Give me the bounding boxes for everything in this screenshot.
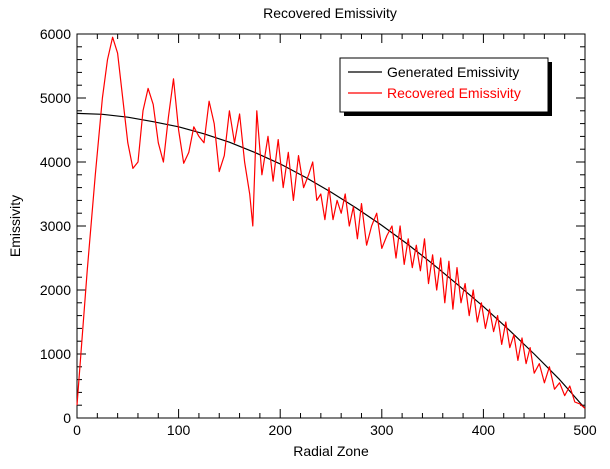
x-tick-label: 300	[370, 422, 394, 438]
x-tick-label: 500	[573, 422, 597, 438]
x-tick-label: 400	[472, 422, 496, 438]
y-axis-title: Emissivity	[7, 195, 23, 257]
y-tick-label: 3000	[40, 218, 71, 234]
y-tick-label: 2000	[40, 282, 71, 298]
y-tick-label: 4000	[40, 154, 71, 170]
legend-label: Recovered Emissivity	[387, 85, 521, 101]
x-tick-label: 200	[269, 422, 293, 438]
y-tick-label: 5000	[40, 90, 71, 106]
y-tick-label: 0	[63, 410, 71, 426]
series-line-generated	[76, 112, 586, 409]
legend-box	[339, 57, 549, 113]
legend-label: Generated Emissivity	[387, 64, 519, 80]
y-tick-label: 6000	[40, 26, 71, 42]
y-tick-label: 1000	[40, 346, 71, 362]
x-axis-title: Radial Zone	[293, 443, 369, 459]
x-tick-label: 0	[73, 422, 81, 438]
chart-title: Recovered Emissivity	[263, 5, 397, 21]
legend: Generated Emissivity Recovered Emissivity	[339, 57, 552, 116]
x-tick-label: 100	[167, 422, 191, 438]
series-line-recovered	[76, 36, 586, 409]
plot-area: 0 100 200 300 400 500010002000300040005000600…	[40, 26, 597, 438]
